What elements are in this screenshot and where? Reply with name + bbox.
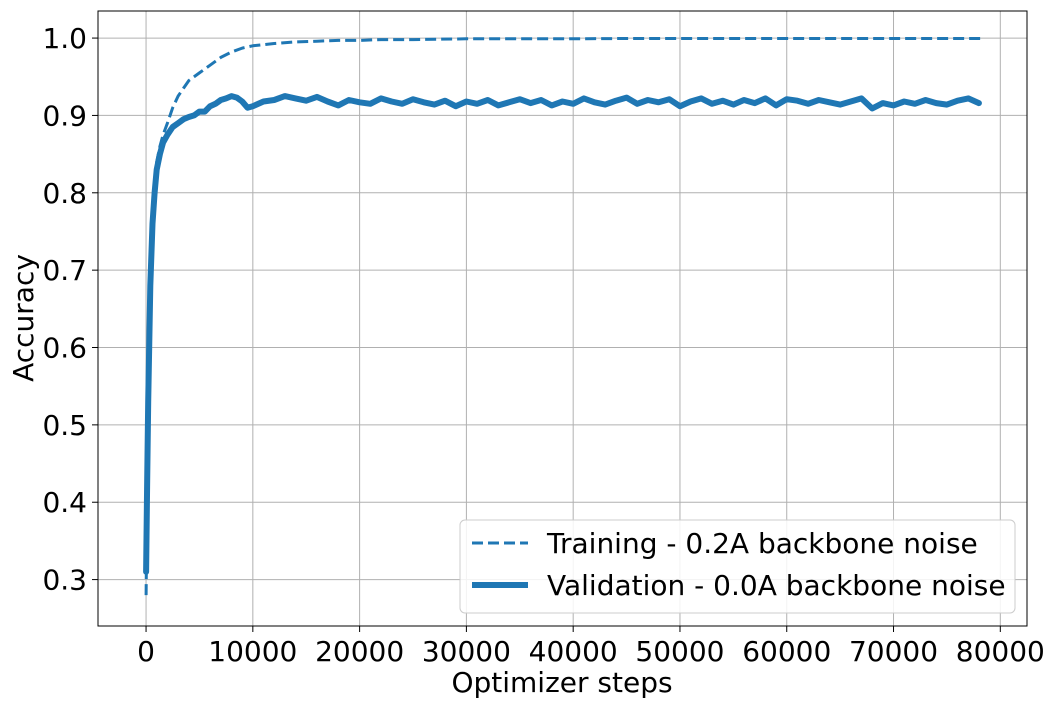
x-tick-label: 0 [137, 635, 155, 668]
y-tick-label: 0.8 [42, 177, 87, 210]
x-tick-label: 40000 [529, 635, 618, 668]
y-tick-label: 0.3 [42, 564, 87, 597]
legend: Training - 0.2A backbone noise Validatio… [459, 519, 1016, 614]
y-axis-ticks: 0.3 0.4 0.5 0.6 0.7 0.8 0.9 1.0 [42, 22, 98, 597]
y-tick-label: 0.6 [42, 332, 87, 365]
y-tick-label: 0.5 [42, 409, 87, 442]
x-tick-label: 60000 [742, 635, 831, 668]
x-tick-label: 50000 [635, 635, 724, 668]
series-lines [143, 37, 983, 596]
x-axis-label: Optimizer steps [451, 666, 672, 699]
y-axis-label: Accuracy [7, 254, 40, 382]
legend-label-validation: Validation - 0.0A backbone noise [547, 569, 1006, 602]
x-tick-label: 10000 [208, 635, 297, 668]
x-tick-label: 70000 [849, 635, 938, 668]
x-tick-label: 30000 [422, 635, 511, 668]
legend-box [459, 519, 1016, 614]
plot-frame [97, 10, 1028, 627]
y-tick-label: 1.0 [42, 22, 87, 55]
x-tick-label: 20000 [315, 635, 404, 668]
x-tick-label: 80000 [956, 635, 1045, 668]
legend-label-training: Training - 0.2A backbone noise [546, 527, 978, 560]
y-tick-label: 0.9 [42, 99, 87, 132]
y-tick-label: 0.4 [42, 486, 87, 519]
y-tick-label: 0.7 [42, 254, 87, 287]
x-axis-ticks: 0 10000 20000 30000 40000 50000 60000 70000 8000… [137, 626, 1045, 668]
validation-series-line [143, 93, 982, 575]
